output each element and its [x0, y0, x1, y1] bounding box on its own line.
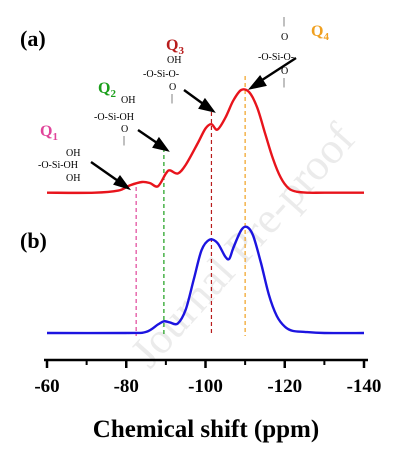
x-tick-label: -60	[34, 376, 59, 397]
q4-label-sub: 4	[323, 31, 329, 43]
q1-arrow-head	[113, 174, 132, 191]
q4-structure-line-5: |	[283, 77, 285, 88]
annotation-arrows	[90, 56, 297, 191]
q4-structure-line-3: -O-Si-O-	[258, 52, 294, 63]
q3-structure-line-2: -O-Si-O-	[143, 69, 179, 80]
x-tick-label: -120	[267, 376, 302, 397]
q4-annotation: Q4 | O -O-Si-O- O |	[258, 16, 329, 88]
q1-annotation: Q1 OH -O-Si-OH OH	[38, 123, 80, 184]
q2-structure-line-2: -O-Si-OH	[94, 112, 134, 123]
q3-annotation: Q3 OH -O-Si-O- O |	[143, 37, 184, 104]
q1-label-sub: 1	[52, 131, 58, 143]
q2-arrow-head	[152, 136, 170, 152]
q1-label-main: Q	[40, 123, 52, 140]
q3-label-sub: 3	[178, 45, 184, 57]
q2-structure-line-1: OH	[121, 95, 135, 106]
q2-structure-line-4: |	[123, 135, 125, 146]
q3-structure-line-3: O	[169, 82, 176, 93]
q1-arrow-shaft	[90, 161, 122, 184]
q3-structure-line-4: |	[171, 93, 173, 104]
q1-structure-line-2: -O-Si-OH	[38, 160, 78, 171]
q2-label-main: Q	[98, 80, 110, 97]
q3-structure-line-1: OH	[167, 55, 181, 66]
q4-structure-line-4: O	[281, 66, 288, 77]
panel-label-b: (b)	[20, 228, 47, 253]
spectrum-line-a	[46, 88, 364, 195]
q2-annotation: Q2 OH -O-Si-OH O |	[94, 80, 135, 146]
watermark-text: Journal Pre-proof	[121, 114, 365, 377]
panel-label-a: (a)	[20, 26, 46, 51]
q3-arrow-head	[198, 97, 216, 113]
q2-label: Q2	[98, 80, 116, 100]
q1-structure-line-1: OH	[66, 148, 80, 159]
q4-structure-line-1: |	[283, 16, 285, 27]
q4-arrow-head	[247, 74, 267, 90]
spectra	[46, 88, 365, 335]
x-axis: -60 -80 -100 -120 -140	[34, 358, 382, 397]
q4-arrow-shaft	[258, 56, 297, 84]
x-tick-label: -100	[188, 376, 223, 397]
q4-structure-line-2: O	[281, 32, 288, 43]
x-axis-label: Chemical shift (ppm)	[93, 416, 319, 443]
x-tick-label: -140	[347, 376, 382, 397]
q4-label: Q4	[311, 23, 329, 43]
q3-label: Q3	[166, 37, 184, 57]
q2-label-sub: 2	[110, 88, 116, 100]
x-tick-label: -80	[114, 376, 139, 397]
spectrum-line-b	[46, 225, 365, 335]
q2-structure-line-3: O	[121, 124, 128, 135]
q1-label: Q1	[40, 123, 58, 143]
q1-structure-line-3: OH	[66, 173, 80, 184]
q4-label-main: Q	[311, 23, 323, 40]
q3-label-main: Q	[166, 37, 178, 54]
